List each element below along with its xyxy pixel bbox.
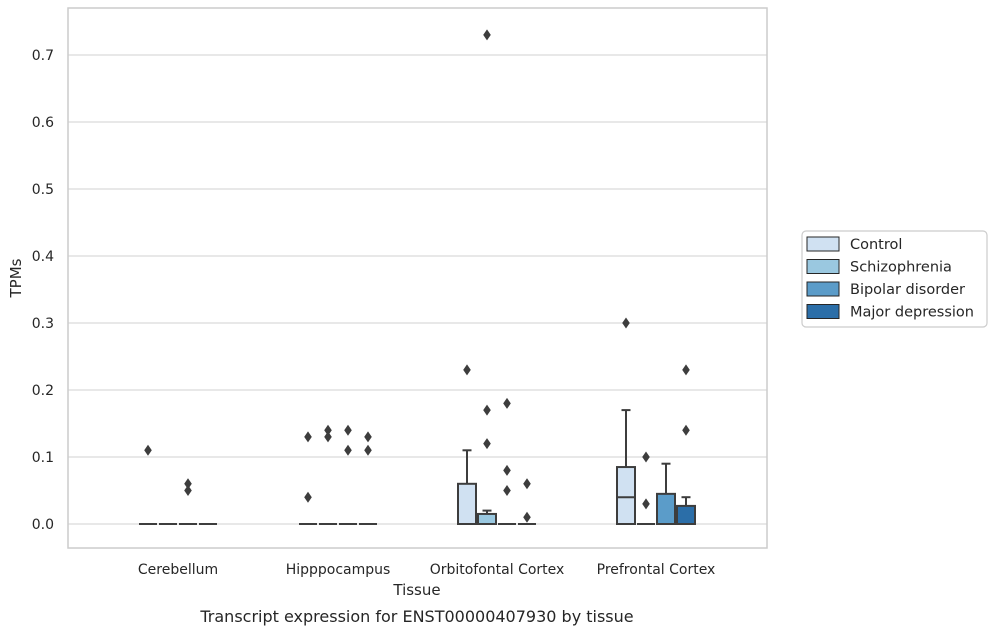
outlier-point xyxy=(364,431,372,443)
box-plot xyxy=(616,317,636,525)
outlier-point xyxy=(642,498,650,510)
box-body xyxy=(656,492,676,526)
legend-frame xyxy=(801,230,988,328)
outlier-point xyxy=(622,317,630,329)
outlier-point xyxy=(483,438,491,450)
x-axis-title: Tissue xyxy=(392,581,440,599)
y-tick-label: 0.0 xyxy=(32,517,54,533)
legend-label: Bipolar disorder xyxy=(850,282,965,298)
box-plot xyxy=(676,364,696,526)
outlier-point xyxy=(503,397,511,409)
grid-lines xyxy=(68,54,767,525)
outlier-point xyxy=(184,485,192,496)
outlier-point xyxy=(184,478,192,490)
outlier-point xyxy=(503,485,511,496)
box-plot xyxy=(518,478,536,525)
chart-caption: Transcript expression for ENST0000040793… xyxy=(199,607,633,626)
box-plot xyxy=(339,424,357,525)
outlier-point xyxy=(324,431,332,443)
legend-label: Control xyxy=(850,237,902,253)
outlier-point xyxy=(523,511,531,523)
outlier-point xyxy=(304,491,312,503)
legend-swatch xyxy=(806,281,840,297)
outlier-point xyxy=(682,424,690,436)
legend: Control Schizophrenia Bipolar disorder Majo… xyxy=(801,230,988,328)
legend-label: Schizophrenia xyxy=(850,260,952,276)
y-tick-label: 0.4 xyxy=(32,249,54,265)
box-plots xyxy=(139,29,696,526)
outlier-point xyxy=(144,444,152,456)
y-tick-label: 0.6 xyxy=(32,115,54,131)
box-plot xyxy=(477,29,497,526)
box-plot xyxy=(637,451,655,525)
outlier-point xyxy=(523,478,531,490)
y-tick-label: 0.5 xyxy=(32,182,54,198)
outlier-point xyxy=(364,444,372,456)
x-tick-label: Hipppocampus xyxy=(286,562,391,578)
box-plot xyxy=(319,424,337,525)
outlier-point xyxy=(642,451,650,463)
outlier-point xyxy=(503,464,511,476)
x-tick-label: Orbitofontal Cortex xyxy=(430,562,565,578)
y-tick-labels: 0.0 0.1 0.2 0.3 0.4 0.5 0.6 0.7 xyxy=(32,48,54,533)
outlier-point xyxy=(463,364,471,376)
box-plot xyxy=(299,431,317,525)
box-plot xyxy=(179,478,197,525)
legend-swatch xyxy=(806,304,840,319)
legend-swatch xyxy=(806,259,840,274)
box-body xyxy=(457,482,477,525)
box-plot xyxy=(656,462,676,526)
legend-swatch xyxy=(806,236,840,252)
outlier-point xyxy=(304,431,312,443)
outlier-point xyxy=(483,404,491,416)
outlier-point xyxy=(344,444,352,456)
y-tick-label: 0.3 xyxy=(32,316,54,332)
box-body xyxy=(676,504,696,526)
box-body xyxy=(616,466,636,525)
outlier-point xyxy=(682,364,690,376)
box-plot xyxy=(359,431,377,525)
y-axis-title: TPMs xyxy=(7,258,25,298)
x-tick-label: Cerebellum xyxy=(138,562,218,578)
y-tick-label: 0.7 xyxy=(32,48,54,64)
legend-label: Major depression xyxy=(850,305,974,321)
y-tick-label: 0.1 xyxy=(32,450,54,466)
outlier-point xyxy=(324,424,332,436)
y-tick-label: 0.2 xyxy=(32,383,54,399)
box-body xyxy=(477,512,497,526)
box-plot xyxy=(498,397,516,525)
box-plot xyxy=(457,364,477,525)
x-tick-labels: Cerebellum Hipppocampus Orbitofontal Corte… xyxy=(138,562,715,578)
outlier-point xyxy=(483,29,491,41)
box-plot xyxy=(139,444,157,525)
outlier-point xyxy=(344,424,352,436)
plot-frame xyxy=(67,7,768,549)
x-tick-label: Prefrontal Cortex xyxy=(597,562,716,578)
